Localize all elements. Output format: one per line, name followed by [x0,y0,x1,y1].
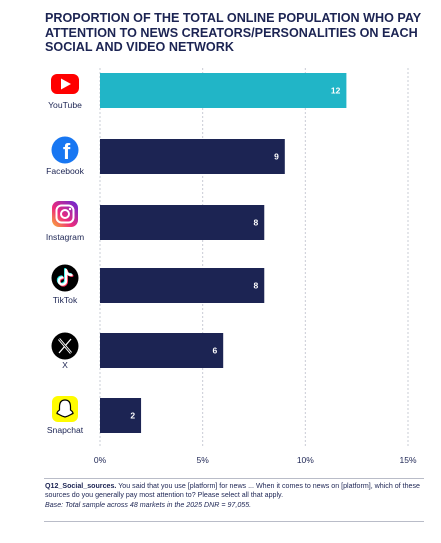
instagram-icon [52,201,78,227]
note-base: Base: Total sample across 48 markets in … [45,500,252,509]
x-tick-label: 15% [399,455,416,465]
source-note: Q12_Social_sources. You said that you us… [45,482,425,510]
category-label: X [62,360,68,370]
category-label: Facebook [46,166,84,176]
x-axis-ticks: 0% 5% 10% 15% [94,455,417,465]
note-question-text: You said that you use [platform] for new… [45,482,420,500]
bar-youtube [100,73,347,108]
category-labels: YouTube Facebook Instagram TikTok X Snapchat [46,100,85,435]
x-tick-label: 0% [94,455,107,465]
svg-text:f: f [63,139,71,164]
snapchat-icon [52,396,78,422]
facebook-icon: f [51,136,79,164]
youtube-icon [51,74,79,94]
footer-rule-top [44,478,424,479]
category-label: YouTube [48,100,82,110]
note-question-id: Q12_Social_sources. [45,482,117,490]
x-tick-label: 10% [297,455,314,465]
bar-chart: 12 9 8 8 6 2 f YouTube Facebook Instagram TikTok… [46,68,417,465]
grid-lines [99,68,409,448]
bar-snapchat [100,398,142,433]
chart-title: PROPORTION OF THE TOTAL ONLINE POPULATIO… [45,11,421,55]
category-label: Instagram [46,232,84,242]
bar-tiktok [100,268,265,303]
x-icon [51,332,79,360]
bar-value-label: 9 [274,152,279,162]
platform-icons: f [51,74,79,422]
bar-value-label: 12 [331,86,341,96]
bar-value-label: 8 [254,281,259,291]
bar-instagram [100,205,265,240]
tiktok-icon [51,264,79,292]
bars: 12 9 8 8 6 2 [100,73,347,433]
bar-facebook [100,139,285,174]
bar-value-label: 8 [254,218,259,228]
category-label: Snapchat [47,425,84,435]
footer-rule-bottom [44,521,424,522]
category-label: TikTok [53,295,78,305]
x-tick-label: 5% [197,455,210,465]
bar-x [100,333,224,368]
bar-value-label: 2 [130,411,135,421]
bar-value-label: 6 [212,346,217,356]
